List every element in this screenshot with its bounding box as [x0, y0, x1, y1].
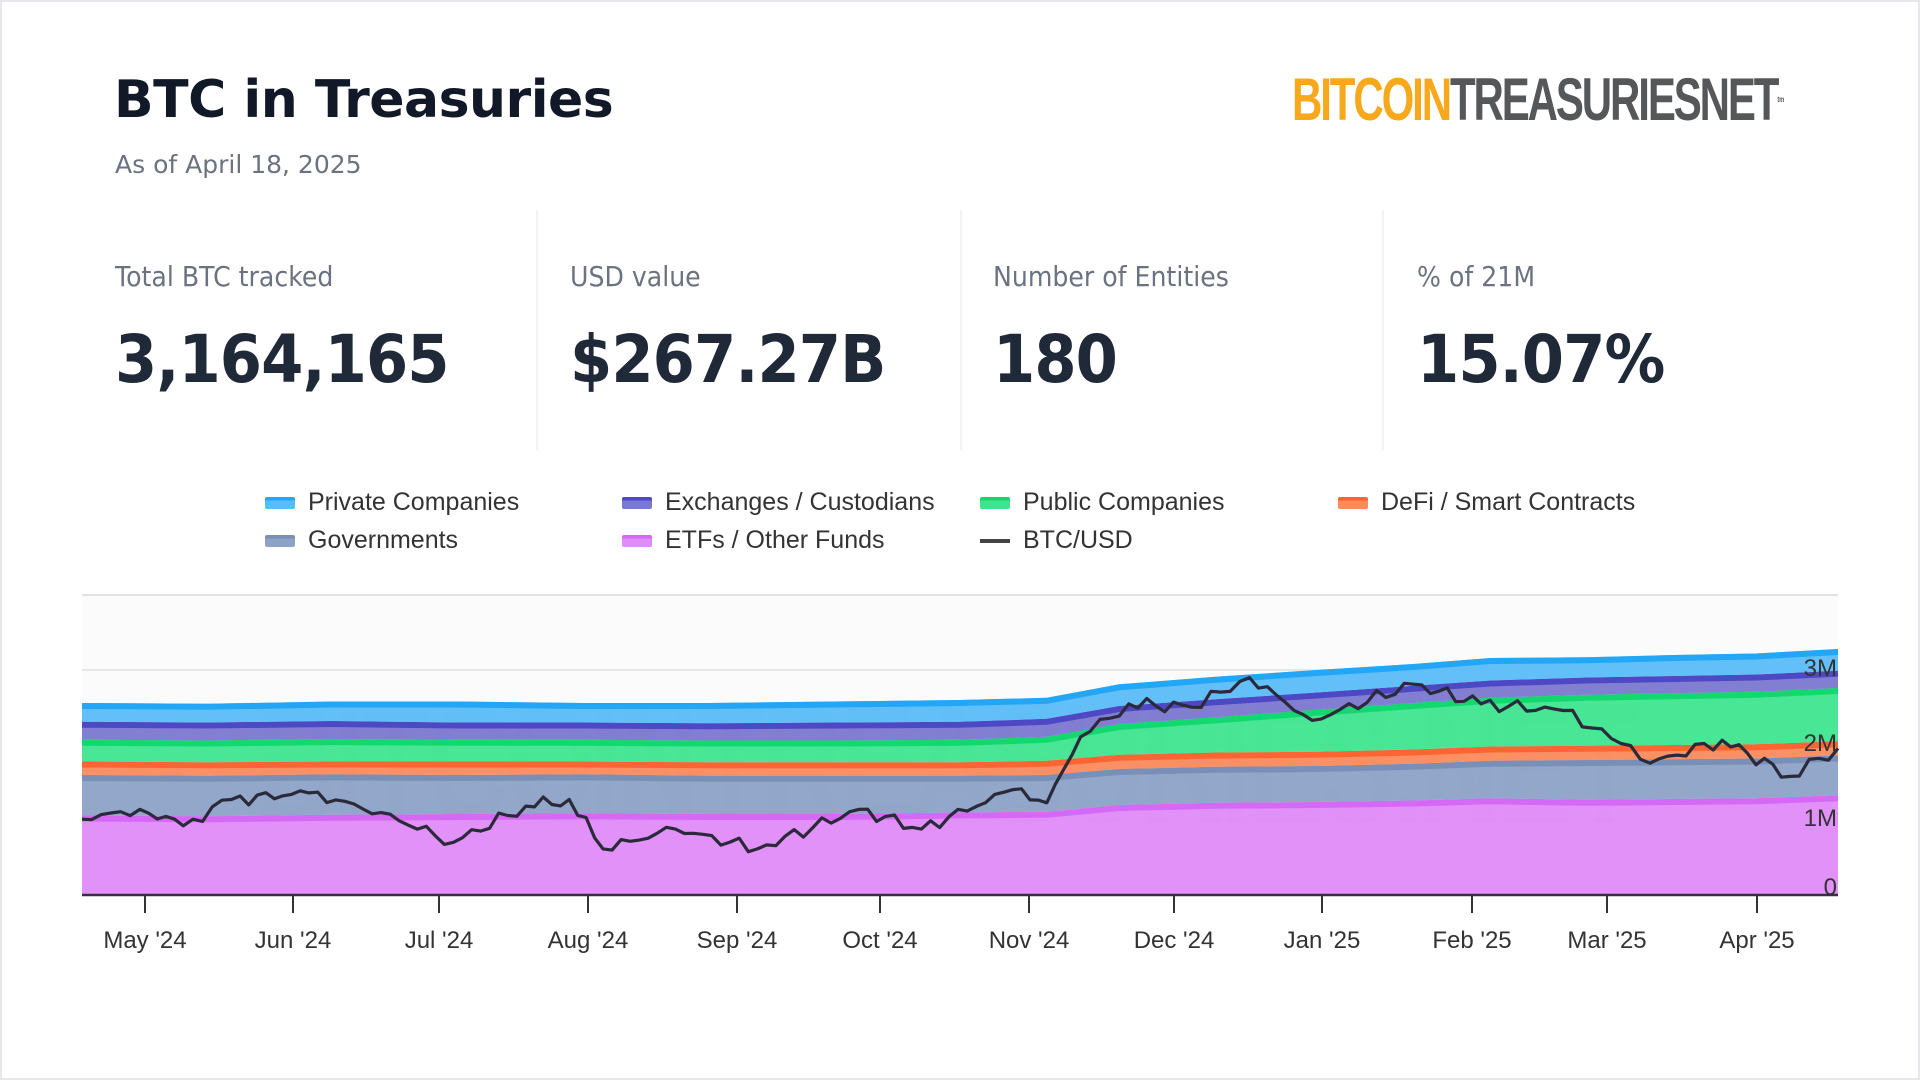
- legend-swatch-etfs: [622, 534, 652, 547]
- stat-divider: [1382, 210, 1384, 450]
- stat-usd-value: USD value $267.27B: [570, 260, 913, 398]
- x-tick-label: Jun '24: [255, 927, 332, 954]
- legend-swatch-btcusd: [980, 538, 1010, 543]
- x-tick-label: Dec '24: [1134, 927, 1215, 954]
- btcusd-line: [81, 676, 1840, 854]
- stat-divider: [960, 210, 962, 450]
- bitcointreasuries-logo[interactable]: BITCOINTREASURIESNETtm: [1292, 70, 1784, 130]
- x-tick-label: May '24: [103, 927, 186, 954]
- stat-divider: [536, 210, 538, 450]
- page-title: BTC in Treasuries: [114, 70, 614, 130]
- legend-label: DeFi / Smart Contracts: [1381, 488, 1636, 516]
- x-tick-label: Sep '24: [697, 927, 778, 954]
- legend-swatch-exchanges: [622, 496, 652, 509]
- logo-net-text: NET: [1699, 66, 1780, 133]
- legend-swatch-public: [980, 496, 1010, 509]
- logo-trademark: tm: [1777, 95, 1785, 104]
- legend-item-governments[interactable]: Governments: [265, 526, 458, 555]
- y-tick-label: 1M: [1804, 805, 1837, 832]
- area-edge-private: [81, 649, 1839, 710]
- legend-label: Public Companies: [1023, 488, 1225, 516]
- legend-label: ETFs / Other Funds: [665, 526, 885, 554]
- x-tick-label: Jan '25: [1284, 927, 1361, 954]
- as-of-date: As of April 18, 2025: [115, 150, 362, 179]
- stat-value: $267.27B: [570, 321, 886, 398]
- legend-swatch-defi: [1338, 496, 1368, 509]
- area-edge-etfs: [81, 795, 1839, 823]
- stat-label: Total BTC tracked: [115, 260, 334, 293]
- logo-treasuries-text: TREASURIES: [1449, 66, 1702, 133]
- legend-item-btcusd[interactable]: BTC/USD: [980, 526, 1133, 555]
- stat-label: Number of Entities: [993, 260, 1229, 293]
- x-tick-label: Feb '25: [1432, 927, 1511, 954]
- legend-label: BTC/USD: [1023, 526, 1133, 554]
- legend-label: Private Companies: [308, 488, 520, 516]
- area-edge-exchanges: [81, 670, 1839, 730]
- legend-item-etfs[interactable]: ETFs / Other Funds: [622, 526, 885, 555]
- y-tick-label: 2M: [1804, 730, 1837, 757]
- stat-entities: Number of Entities 180: [993, 260, 1255, 398]
- x-tick-label: Aug '24: [548, 927, 629, 954]
- x-tick-label: Apr '25: [1719, 927, 1794, 954]
- x-tick-label: Oct '24: [842, 927, 917, 954]
- stat-total-btc: Total BTC tracked 3,164,165: [115, 260, 478, 398]
- y-tick-label: 0: [1824, 874, 1837, 901]
- legend-label: Governments: [308, 526, 459, 554]
- area-edge-public: [81, 688, 1839, 747]
- stat-value: 15.07%: [1417, 321, 1665, 398]
- logo-bitcoin-text: BITCOIN: [1292, 66, 1452, 133]
- x-tick-label: Nov '24: [989, 927, 1070, 954]
- area-edge-governments: [81, 755, 1839, 782]
- x-tick-label: Jul '24: [405, 927, 474, 954]
- stat-value: 180: [993, 321, 1118, 398]
- x-tick-label: Mar '25: [1567, 927, 1646, 954]
- legend-swatch-private: [265, 496, 295, 509]
- stat-percent-21m: % of 21M 15.07%: [1417, 260, 1686, 398]
- y-tick-label: 3M: [1804, 655, 1837, 682]
- legend-swatch-governments: [265, 534, 295, 547]
- stat-label: USD value: [570, 260, 701, 293]
- legend-item-exchanges[interactable]: Exchanges / Custodians: [622, 488, 935, 517]
- legend-item-public-companies[interactable]: Public Companies: [980, 488, 1225, 517]
- stat-label: % of 21M: [1417, 260, 1536, 293]
- legend-item-defi[interactable]: DeFi / Smart Contracts: [1338, 488, 1635, 517]
- area-etfs: [82, 795, 1838, 895]
- area-edge-defi: [81, 741, 1839, 769]
- legend-label: Exchanges / Custodians: [665, 488, 935, 516]
- stat-value: 3,164,165: [115, 321, 450, 398]
- legend-item-private-companies[interactable]: Private Companies: [265, 488, 519, 517]
- area-governments: [82, 755, 1838, 817]
